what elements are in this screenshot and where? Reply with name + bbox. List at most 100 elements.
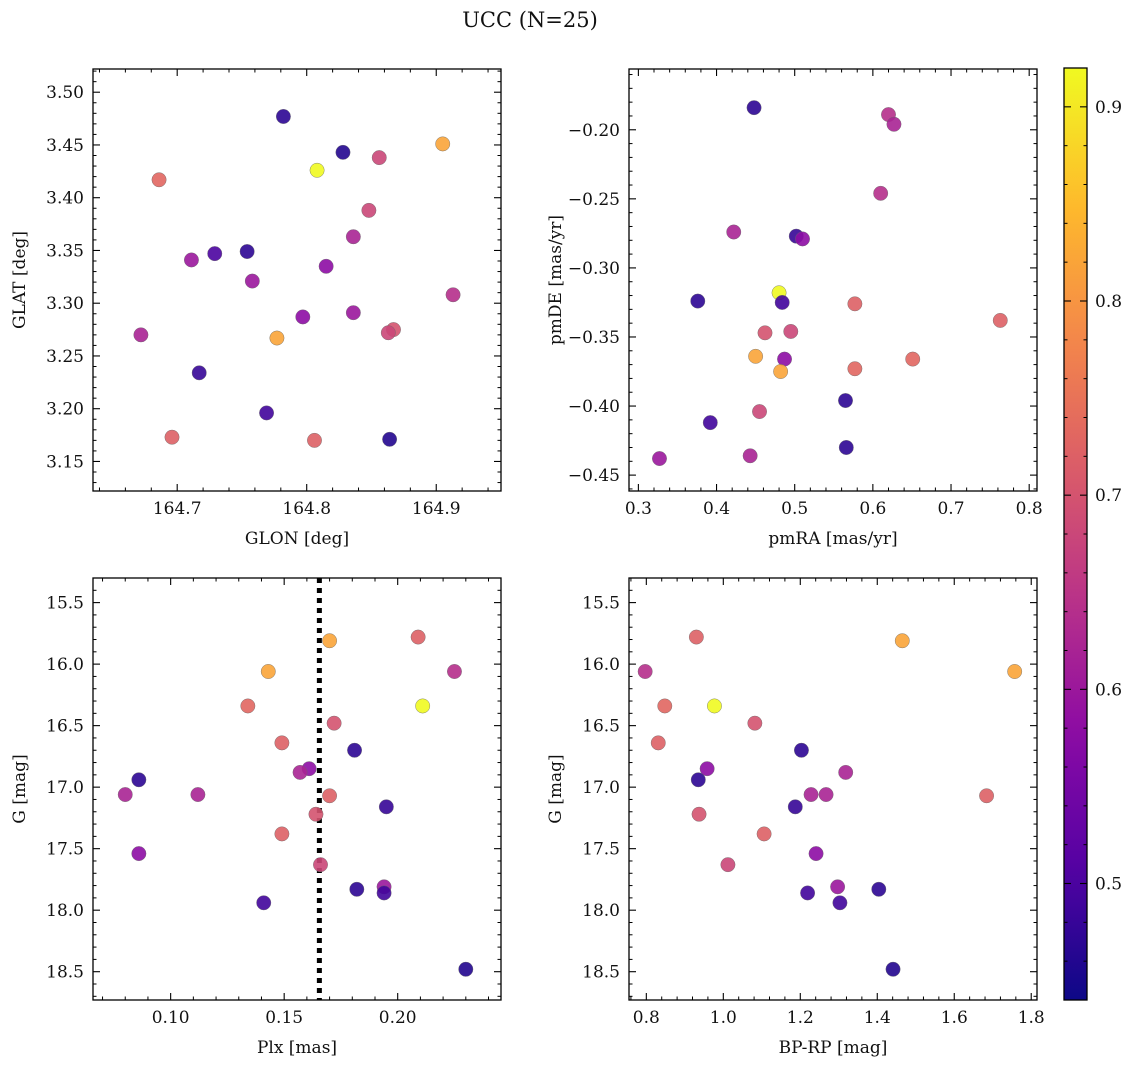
y-tick-label: 3.40 xyxy=(46,189,84,209)
figure-title: UCC (N=25) xyxy=(462,8,598,32)
x-tick-label: 0.3 xyxy=(625,499,652,519)
scatter-point xyxy=(378,799,394,815)
scatter-point xyxy=(794,742,809,758)
y-tick-label: 15.5 xyxy=(46,594,84,614)
scatter-point xyxy=(435,136,451,152)
scatter-point xyxy=(726,224,742,240)
x-tick-label: 0.10 xyxy=(152,1008,190,1028)
scatter-point xyxy=(349,881,365,897)
x-tick-label: 1.2 xyxy=(787,1008,814,1028)
scatter-point xyxy=(992,313,1008,328)
scatter-point xyxy=(748,348,764,364)
scatter-point xyxy=(260,664,276,679)
y-tick-label: 16.5 xyxy=(582,717,620,737)
x-axis-label: Plx [mas] xyxy=(257,1038,337,1058)
scatter-point xyxy=(838,764,854,780)
y-tick-label: 18.0 xyxy=(582,901,620,921)
y-tick-label: 3.30 xyxy=(46,294,84,314)
y-tick-label: 3.35 xyxy=(46,241,84,261)
scatter-point xyxy=(699,761,715,777)
scatter-point xyxy=(445,287,461,303)
scatter-point xyxy=(318,258,334,274)
scatter-point xyxy=(774,295,790,310)
scatter-point xyxy=(885,961,901,977)
colorbar-tick-label: 0.9 xyxy=(1095,98,1122,118)
scatter-point xyxy=(832,895,848,911)
scatter-point xyxy=(380,325,396,341)
y-tick-label: 17.0 xyxy=(582,778,620,798)
scatter-point xyxy=(657,698,673,714)
y-tick-label: 3.20 xyxy=(46,400,84,420)
scatter-point xyxy=(873,185,889,201)
y-tick-label: 18.5 xyxy=(582,963,620,983)
scatter-point xyxy=(322,788,337,804)
scatter-point xyxy=(803,787,819,802)
y-tick-label: −0.25 xyxy=(568,190,620,210)
x-tick-label: 164.9 xyxy=(412,499,461,519)
scatter-point xyxy=(757,325,773,341)
scatter-point xyxy=(652,451,667,466)
scatter-point xyxy=(256,895,272,911)
y-tick-label: −0.30 xyxy=(568,259,620,279)
scatter-point xyxy=(847,361,863,377)
scatter-point xyxy=(292,764,308,780)
scatter-point xyxy=(979,788,994,804)
scatter-point xyxy=(773,364,789,379)
panel-3: 0.10 0.15 0.20 15.5 16.0 16.5 17.0 17.5 18.0 18.5… xyxy=(10,577,502,1058)
y-tick-label: 3.25 xyxy=(46,347,84,367)
x-tick-label: 1.4 xyxy=(864,1008,891,1028)
scatter-point xyxy=(259,405,274,421)
scatter-point xyxy=(313,857,328,873)
y-tick-label: 16.5 xyxy=(46,717,84,737)
x-tick-label: 1.8 xyxy=(1018,1008,1045,1028)
x-tick-label: 1.0 xyxy=(710,1008,737,1028)
scatter-point xyxy=(838,393,853,408)
scatter-point xyxy=(345,305,361,321)
scatter-point xyxy=(742,448,758,464)
scatter-point xyxy=(164,429,180,445)
x-axis-label: BP-RP [mag] xyxy=(779,1038,888,1058)
scatter-point xyxy=(274,735,290,751)
scatter-point xyxy=(371,150,387,166)
scatter-point xyxy=(905,351,921,367)
y-tick-label: 16.0 xyxy=(582,655,620,675)
scatter-point xyxy=(707,698,722,714)
y-tick-label: 18.5 xyxy=(46,963,84,983)
colorbar-tick-label: 0.6 xyxy=(1095,680,1122,700)
colorbar-tick-label: 0.8 xyxy=(1095,292,1122,312)
scatter-point xyxy=(307,432,322,448)
scatter-point xyxy=(787,799,803,815)
y-tick-label: 17.0 xyxy=(46,778,84,798)
x-axis-label: pmRA [mas/yr] xyxy=(768,529,897,549)
scatter-point xyxy=(240,698,256,714)
scatter-point xyxy=(382,431,398,447)
scatter-point xyxy=(650,735,666,751)
scatter-point xyxy=(458,961,474,977)
panel-4: 0.8 1.0 1.2 1.4 1.6 1.8 15.5 16.0 16.5 17.0 17.5 18… xyxy=(546,577,1045,1058)
scatter-point xyxy=(308,806,324,822)
scatter-point xyxy=(415,698,431,714)
y-tick-label: 3.50 xyxy=(46,83,84,103)
scatter-point xyxy=(818,787,834,802)
scatter-point xyxy=(746,100,762,116)
scatter-point xyxy=(151,172,167,188)
scatter-point xyxy=(690,293,706,309)
scatter-point xyxy=(361,202,377,218)
x-tick-label: 0.7 xyxy=(937,499,964,519)
scatter-point xyxy=(886,116,902,132)
x-tick-label: 0.20 xyxy=(379,1008,417,1028)
scatter-point xyxy=(326,715,342,731)
scatter-point xyxy=(777,351,792,367)
scatter-point xyxy=(309,162,325,178)
scatter-point xyxy=(1007,664,1023,679)
scatter-point xyxy=(720,857,736,873)
scatter-point xyxy=(702,415,718,431)
scatter-point xyxy=(190,787,206,802)
y-axis-label: GLAT [deg] xyxy=(10,231,30,329)
x-tick-label: 0.6 xyxy=(859,499,886,519)
scatter-point xyxy=(275,109,291,124)
y-tick-label: 16.0 xyxy=(46,655,84,675)
scatter-point xyxy=(133,327,149,343)
colorbar-tick-label: 0.7 xyxy=(1095,486,1122,506)
scatter-point xyxy=(894,633,910,649)
